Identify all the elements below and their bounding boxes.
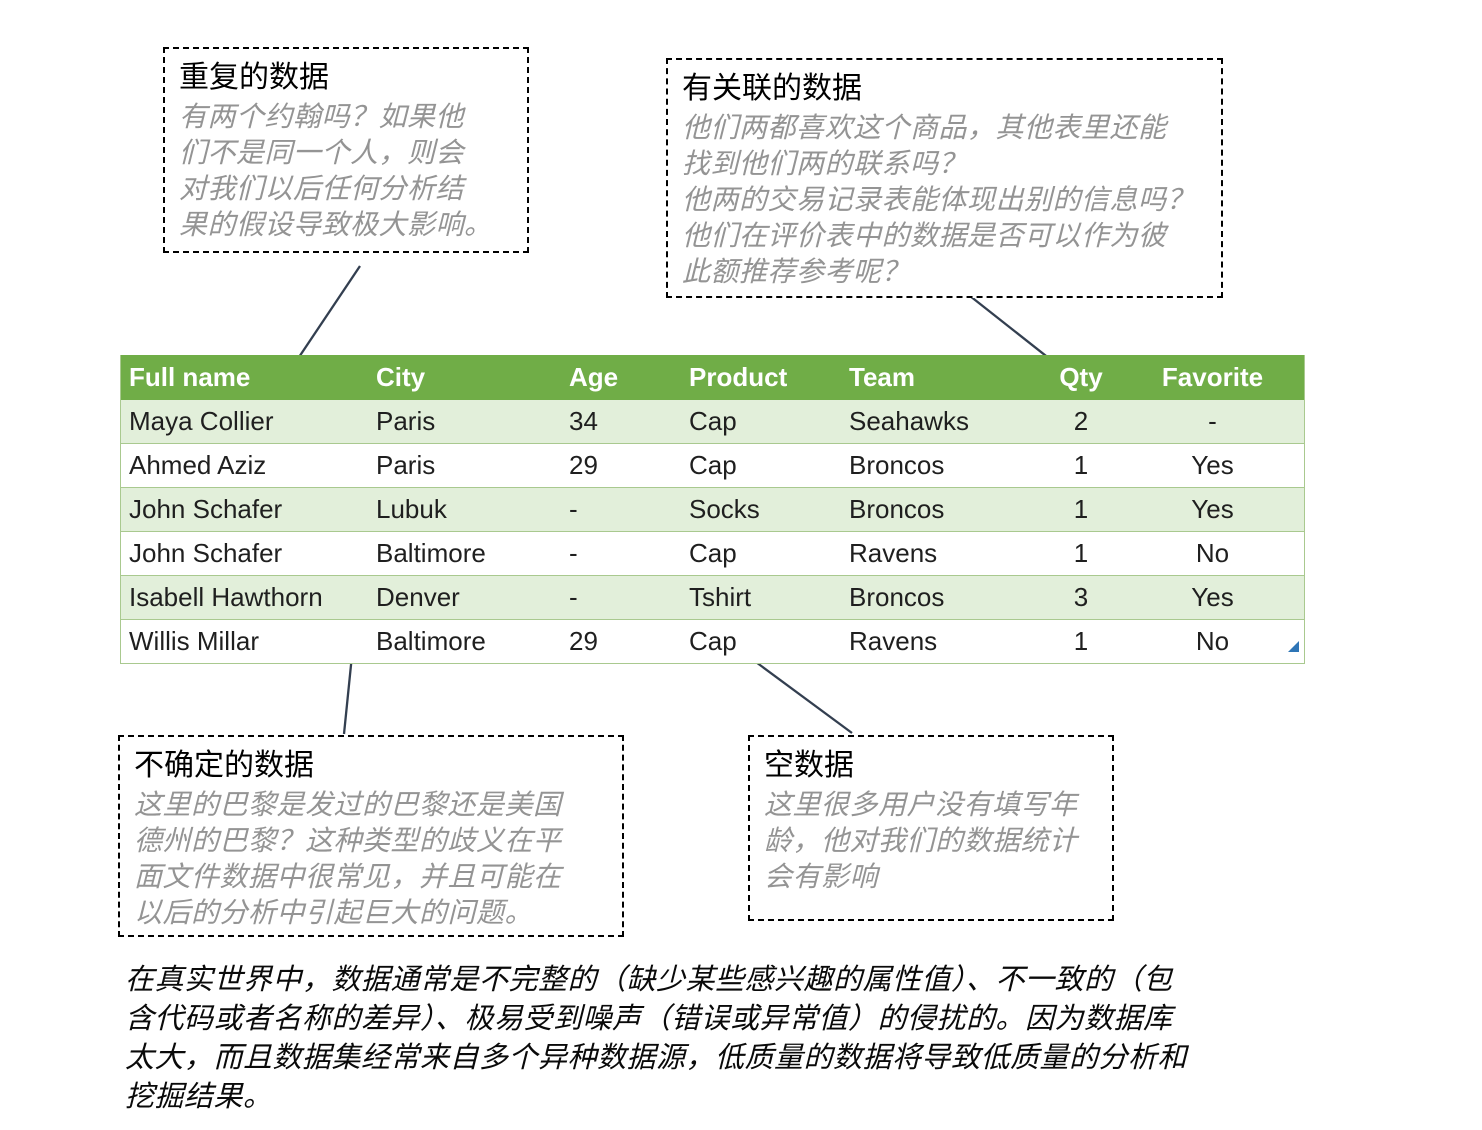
table-row: Maya Collier Paris 34 Cap Seahawks 2 -	[121, 400, 1304, 444]
table-cell: Yes	[1191, 582, 1234, 612]
callout-title: 不确定的数据	[134, 749, 314, 782]
table-cell: Ahmed Aziz	[129, 450, 267, 480]
table-row: Isabell Hawthorn Denver - Tshirt Broncos…	[121, 576, 1304, 620]
callout-body-line: 他们在评价表中的数据是否可以作为彼	[682, 220, 1167, 251]
table-cell: Ravens	[849, 626, 938, 656]
table-cell: Paris	[376, 450, 436, 480]
footer-note: 在真实世界中，数据通常是不完整的（缺少某些感兴趣的属性值）、不一致的（包 含代码…	[125, 961, 1455, 1117]
table-cell: No	[1195, 538, 1230, 568]
callout-empty-data: 空数据 这里很多用户没有填写年 龄，他对我们的数据统计 会有影响	[748, 735, 1114, 921]
table-cell: 1	[1073, 626, 1089, 656]
callout-body-line: 这里很多用户没有填写年	[764, 789, 1078, 820]
table-cell: 29	[569, 626, 598, 656]
callout-body-line: 此额推荐参考呢？	[682, 256, 911, 287]
table-header-cell: Age	[569, 362, 619, 392]
table-cell: Paris	[376, 406, 436, 436]
callout-body-line: 这里的巴黎是发过的巴黎还是美国	[134, 789, 562, 820]
table-header-cell: City	[376, 362, 426, 392]
table-cell: 3	[1073, 582, 1089, 612]
table-header-cell: Qty	[1059, 362, 1103, 392]
table-cell: Cap	[689, 538, 737, 568]
table-cell: Isabell Hawthorn	[129, 582, 323, 612]
table-cell: Baltimore	[376, 626, 486, 656]
callout-body-line: 以后的分析中引起巨大的问题。	[134, 897, 534, 928]
table-resize-handle	[1288, 641, 1299, 652]
table-cell: Maya Collier	[129, 406, 274, 436]
table-cell: Yes	[1191, 450, 1234, 480]
callout-body-line: 会有影响	[764, 861, 879, 892]
callout-body-line: 们不是同一个人，则会	[179, 137, 465, 168]
table-header-cell: Product	[689, 362, 788, 392]
table-cell: Broncos	[849, 450, 945, 480]
callout-title: 空数据	[764, 749, 854, 782]
callout-title: 重复的数据	[179, 61, 329, 94]
table-cell: -	[1208, 406, 1217, 436]
footer-note-line: 在真实世界中，数据通常是不完整的（缺少某些感兴趣的属性值）、不一致的（包	[125, 964, 1173, 996]
callout-title: 有关联的数据	[682, 72, 862, 105]
footer-note-line: 太大，而且数据集经常来自多个异种数据源，低质量的数据将导致低质量的分析和	[125, 1042, 1188, 1074]
callout-body-line: 有两个约翰吗？如果他	[179, 101, 465, 132]
table-cell: Yes	[1191, 494, 1234, 524]
table-cell: Ravens	[849, 538, 938, 568]
table-cell: Willis Millar	[129, 626, 259, 656]
table-cell: John Schafer	[129, 538, 283, 568]
table-row: John Schafer Lubuk - Socks Broncos 1 Yes	[121, 488, 1304, 532]
table-cell: Broncos	[849, 494, 945, 524]
table-header-cell: Team	[849, 362, 915, 392]
table-cell: 1	[1073, 494, 1089, 524]
table-cell: No	[1195, 626, 1230, 656]
callout-body-line: 他们两都喜欢这个商品，其他表里还能	[682, 112, 1167, 143]
table-cell: 34	[569, 406, 598, 436]
table-cell: Socks	[689, 494, 760, 524]
table-header-row: Full name City Age Product Team Qty Favo…	[121, 355, 1304, 400]
callout-body-line: 找到他们两的联系吗？	[682, 148, 968, 179]
footer-note-line: 挖掘结果。	[125, 1081, 273, 1113]
table-cell: Baltimore	[376, 538, 486, 568]
table-header-cell: Full name	[129, 362, 251, 392]
callout-duplicate-data: 重复的数据 有两个约翰吗？如果他 们不是同一个人，则会 对我们以后任何分析结 果…	[163, 47, 529, 253]
table-cell: 2	[1073, 406, 1089, 436]
table-cell: Cap	[689, 450, 737, 480]
table-cell: 1	[1073, 538, 1089, 568]
table-cell: -	[569, 582, 578, 612]
table-cell: -	[569, 538, 578, 568]
table-cell: Cap	[689, 626, 737, 656]
table-cell: Lubuk	[376, 494, 447, 524]
callout-body-line: 面文件数据中很常见，并且可能在	[134, 861, 562, 892]
footer-note-line: 含代码或者名称的差异）、极易受到噪声（错误或异常值）的侵扰的。因为数据库	[125, 1003, 1173, 1035]
table-cell: Seahawks	[849, 406, 969, 436]
table-row: John Schafer Baltimore - Cap Ravens 1 No	[121, 532, 1304, 576]
table-cell: John Schafer	[129, 494, 283, 524]
callout-uncertain-data: 不确定的数据 这里的巴黎是发过的巴黎还是美国 德州的巴黎？这种类型的歧义在平 面…	[118, 735, 624, 937]
callout-body-line: 对我们以后任何分析结	[179, 173, 465, 204]
table-header-cell: Favorite	[1161, 362, 1264, 392]
callout-body-line: 德州的巴黎？这种类型的歧义在平	[134, 825, 562, 856]
table-row: Ahmed Aziz Paris 29 Cap Broncos 1 Yes	[121, 444, 1304, 488]
table-cell: Tshirt	[689, 582, 752, 612]
table-cell: -	[569, 494, 578, 524]
table-cell: 1	[1073, 450, 1089, 480]
callout-body-line: 龄，他对我们的数据统计	[764, 825, 1078, 856]
callout-related-data: 有关联的数据 他们两都喜欢这个商品，其他表里还能 找到他们两的联系吗？ 他两的交…	[666, 58, 1223, 298]
table-cell: Broncos	[849, 582, 945, 612]
table-cell: Denver	[376, 582, 460, 612]
callout-body-line: 果的假设导致极大影响。	[179, 209, 493, 240]
callout-body-line: 他两的交易记录表能体现出别的信息吗？	[682, 184, 1196, 215]
table-row: Willis Millar Baltimore 29 Cap Ravens 1 …	[121, 620, 1304, 663]
table-cell: Cap	[689, 406, 737, 436]
data-table: Full name City Age Product Team Qty Favo…	[120, 355, 1305, 664]
table-cell: 29	[569, 450, 598, 480]
